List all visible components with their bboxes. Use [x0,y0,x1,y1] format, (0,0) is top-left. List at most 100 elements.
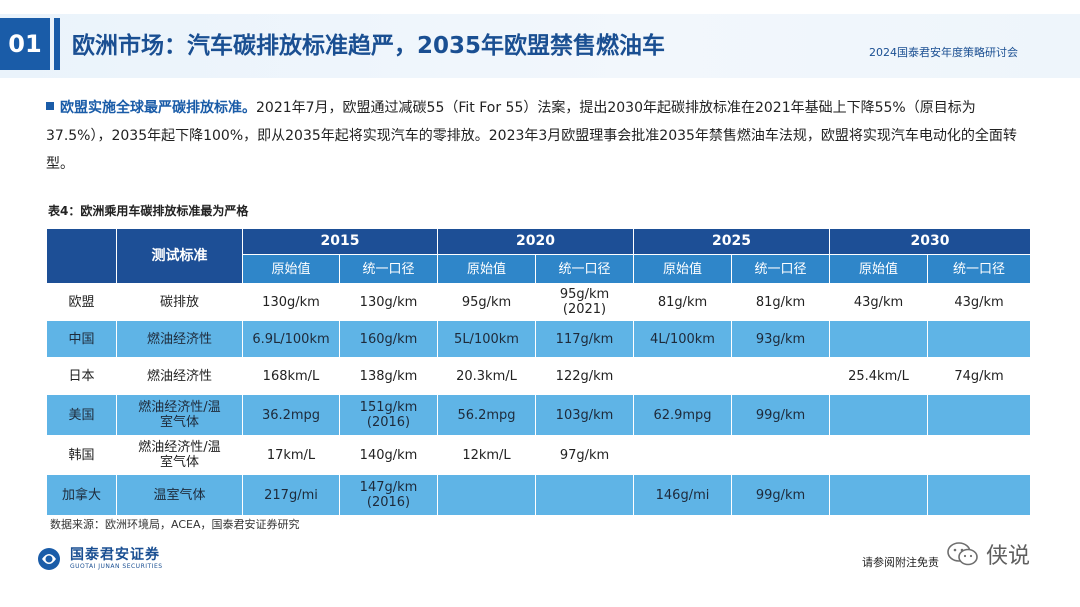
value-cell: 217g/mi [242,474,340,516]
value-cell [927,435,1031,475]
sub-header: 统一口径 [927,254,1031,284]
standard-cell: 温室气体 [116,474,243,516]
sub-header: 原始值 [829,254,928,284]
value-cell: 74g/km [927,357,1031,395]
table-row: 韩国 燃油经济性/温 室气体 17km/L 140g/km 12km/L 97g/km [46,435,1031,475]
square-bullet-icon [46,102,54,110]
value-cell [535,474,634,516]
value-cell: 25.4km/L [829,357,928,395]
value-cell [437,474,536,516]
sub-header: 统一口径 [535,254,634,284]
sub-header: 原始值 [437,254,536,284]
logo-chinese-name: 国泰君安证券 [70,547,160,563]
value-cell [829,474,928,516]
title-accent-bar [54,18,60,70]
value-cell: 140g/km [339,435,438,475]
year-header: 2020 [437,228,634,255]
table-corner-cell [46,228,117,284]
value-cell [633,357,732,395]
value-cell [731,357,830,395]
table-row: 美国 燃油经济性/温 室气体 36.2mpg 151g/km (2016) 56.2mp… [46,394,1031,436]
value-cell: 160g/km [339,320,438,358]
table-row: 欧盟 碳排放 130g/km 130g/km 95g/km 95g/km (2021) 81… [46,283,1031,321]
value-cell: 146g/mi [633,474,732,516]
value-cell: 130g/km [242,283,340,321]
wechat-icon [947,542,978,566]
value-cell: 95g/km (2021) [535,283,634,321]
table-caption: 表4：欧洲乘用车碳排放标准最为严格 [48,204,249,218]
standard-cell: 燃油经济性/温 室气体 [116,394,243,436]
value-cell: 122g/km [535,357,634,395]
value-cell: 93g/km [731,320,830,358]
header-band [0,14,1080,78]
value-cell: 97g/km [535,435,634,475]
value-cell: 81g/km [633,283,732,321]
value-cell: 138g/km [339,357,438,395]
value-cell: 36.2mpg [242,394,340,436]
sub-header: 统一口径 [339,254,438,284]
value-cell: 43g/km [927,283,1031,321]
company-logo: 国泰君安证券 GUOTAI JUNAN SECURITIES [36,545,163,573]
value-cell [927,394,1031,436]
wechat-watermark: 侠说 [946,538,1030,570]
logo-mark-icon [38,548,60,570]
value-cell [633,435,732,475]
value-cell [829,320,928,358]
value-cell: 130g/km [339,283,438,321]
region-cell: 韩国 [46,435,117,475]
value-cell [927,320,1031,358]
value-cell: 147g/km (2016) [339,474,438,516]
value-cell [829,435,928,475]
region-cell: 加拿大 [46,474,117,516]
value-cell: 62.9mpg [633,394,732,436]
year-header: 2025 [633,228,830,255]
year-header-row: 测试标准 2015 2020 2025 2030 [46,228,1031,284]
value-cell: 43g/km [829,283,928,321]
value-cell: 117g/km [535,320,634,358]
value-cell: 168km/L [242,357,340,395]
value-cell: 81g/km [731,283,830,321]
year-header: 2030 [829,228,1031,255]
standard-cell: 燃油经济性 [116,357,243,395]
value-cell: 5L/100km [437,320,536,358]
event-name: 2024国泰君安年度策略研讨会 [869,46,1018,59]
data-source-note: 数据来源：欧洲环境局，ACEA，国泰君安证券研究 [50,518,300,531]
table-row: 日本 燃油经济性 168km/L 138g/km 20.3km/L 122g/km 25.4… [46,357,1031,395]
paragraph-body: 2021年7月，欧盟通过减碳55（Fit For 55）法案，提出2030年起碳… [46,100,1017,172]
value-cell [829,394,928,436]
standard-header: 测试标准 [116,228,243,284]
sub-header: 统一口径 [731,254,830,284]
value-cell: 99g/km [731,474,830,516]
value-cell: 56.2mpg [437,394,536,436]
value-cell [731,435,830,475]
region-cell: 美国 [46,394,117,436]
table-row: 中国 燃油经济性 6.9L/100km 160g/km 5L/100km 117g/km 4… [46,320,1031,358]
value-cell: 12km/L [437,435,536,475]
summary-paragraph: 欧盟实施全球最严碳排放标准。2021年7月，欧盟通过减碳55（Fit For 5… [46,94,1036,178]
sub-header: 原始值 [633,254,732,284]
value-cell: 151g/km (2016) [339,394,438,436]
value-cell: 99g/km [731,394,830,436]
watermark-text: 侠说 [986,544,1031,569]
value-cell: 103g/km [535,394,634,436]
emission-standards-table: 测试标准 2015 2020 2025 2030 原始值 统一口径 原始值 统一… [46,228,1031,516]
sub-header: 原始值 [242,254,340,284]
value-cell: 6.9L/100km [242,320,340,358]
standard-cell: 燃油经济性/温 室气体 [116,435,243,475]
region-cell: 中国 [46,320,117,358]
value-cell: 4L/100km [633,320,732,358]
standard-cell: 碳排放 [116,283,243,321]
table-row: 加拿大 温室气体 217g/mi 147g/km (2016) 146g/mi 99g/k… [46,474,1031,516]
value-cell: 95g/km [437,283,536,321]
logo-english-name: GUOTAI JUNAN SECURITIES [70,563,163,570]
section-number: 01 [0,18,50,70]
page-title: 欧洲市场：汽车碳排放标准趋严，2035年欧盟禁售燃油车 [72,33,666,59]
value-cell: 20.3km/L [437,357,536,395]
year-header: 2015 [242,228,438,255]
region-cell: 欧盟 [46,283,117,321]
region-cell: 日本 [46,357,117,395]
disclaimer-note: 请参阅附注免责 [862,556,939,569]
paragraph-lead: 欧盟实施全球最严碳排放标准。 [60,100,256,116]
standard-cell: 燃油经济性 [116,320,243,358]
